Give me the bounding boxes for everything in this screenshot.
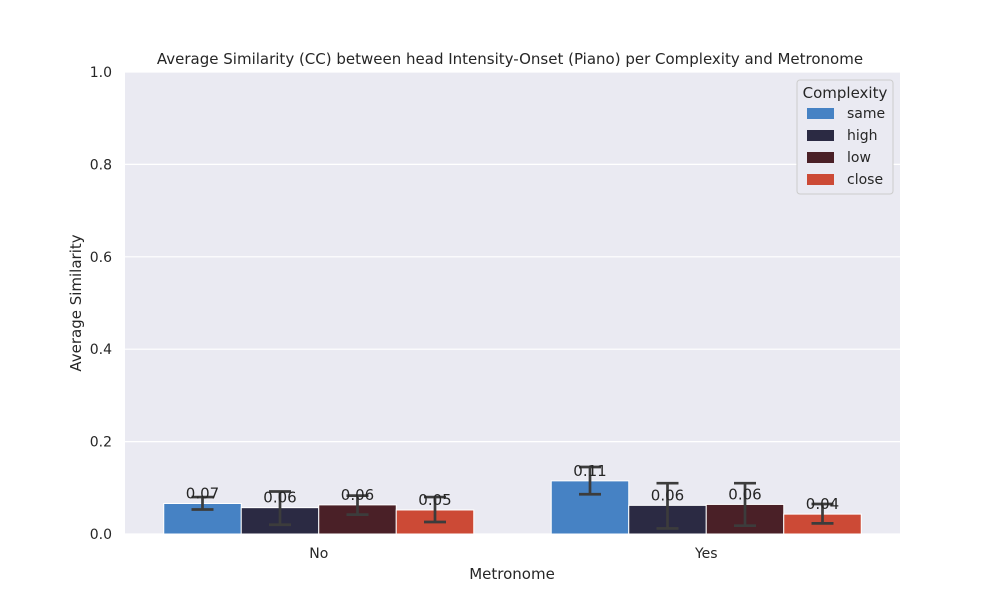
- x-tick-label: No: [309, 546, 328, 562]
- legend: Complexity same high low close: [796, 79, 894, 195]
- error-bar: [269, 490, 291, 527]
- error-bars: [191, 465, 834, 530]
- y-tick-label: 0.4: [90, 342, 112, 358]
- legend-item-close: close: [807, 172, 883, 188]
- y-tick-label: 0.8: [90, 157, 112, 173]
- y-tick-label: 0.2: [90, 435, 112, 451]
- error-bar: [346, 494, 369, 516]
- bar-value-label: 0.05: [418, 491, 451, 509]
- bar-value-label: 0.04: [806, 495, 839, 513]
- error-bar: [734, 481, 756, 528]
- legend-label: high: [847, 128, 878, 144]
- legend-label: low: [847, 150, 871, 166]
- error-bar: [424, 495, 446, 524]
- legend-swatch: [807, 152, 834, 163]
- y-ticks: 0.0 0.2 0.4 0.6 0.8 1.0: [90, 65, 112, 543]
- legend-label: close: [847, 172, 883, 188]
- plot-background: [125, 72, 900, 534]
- y-axis-label: Average Similarity: [67, 234, 85, 371]
- chart-title: Average Similarity (CC) between head Int…: [157, 50, 863, 68]
- bar-value-label: 0.06: [341, 486, 374, 504]
- error-bar: [579, 465, 601, 496]
- bar-labels: 0.07 0.06 0.06 0.05 0.11 0.06 0.06 0.04: [186, 462, 839, 513]
- legend-item-high: high: [807, 128, 878, 144]
- x-ticks: No Yes: [309, 546, 717, 562]
- bar-value-label: 0.06: [263, 489, 296, 507]
- legend-items: same high low close: [807, 106, 885, 188]
- error-bar: [656, 481, 679, 530]
- y-tick-label: 1.0: [90, 65, 112, 81]
- error-bar: [191, 495, 214, 511]
- legend-title: Complexity: [803, 84, 888, 102]
- bar-value-label: 0.06: [651, 486, 684, 504]
- bar-value-label: 0.06: [728, 485, 761, 503]
- y-tick-label: 0.0: [90, 527, 112, 543]
- error-bar: [811, 502, 834, 525]
- y-tick-label: 0.6: [90, 250, 112, 266]
- x-tick-label: Yes: [694, 546, 718, 562]
- legend-item-low: low: [807, 150, 871, 166]
- bar-value-label: 0.07: [186, 485, 219, 503]
- legend-item-same: same: [807, 106, 885, 122]
- bar-value-label: 0.11: [573, 462, 606, 480]
- legend-swatch: [807, 174, 834, 185]
- x-axis-label: Metronome: [469, 565, 555, 583]
- legend-swatch: [807, 130, 834, 141]
- legend-label: same: [847, 106, 885, 122]
- legend-swatch: [807, 108, 834, 119]
